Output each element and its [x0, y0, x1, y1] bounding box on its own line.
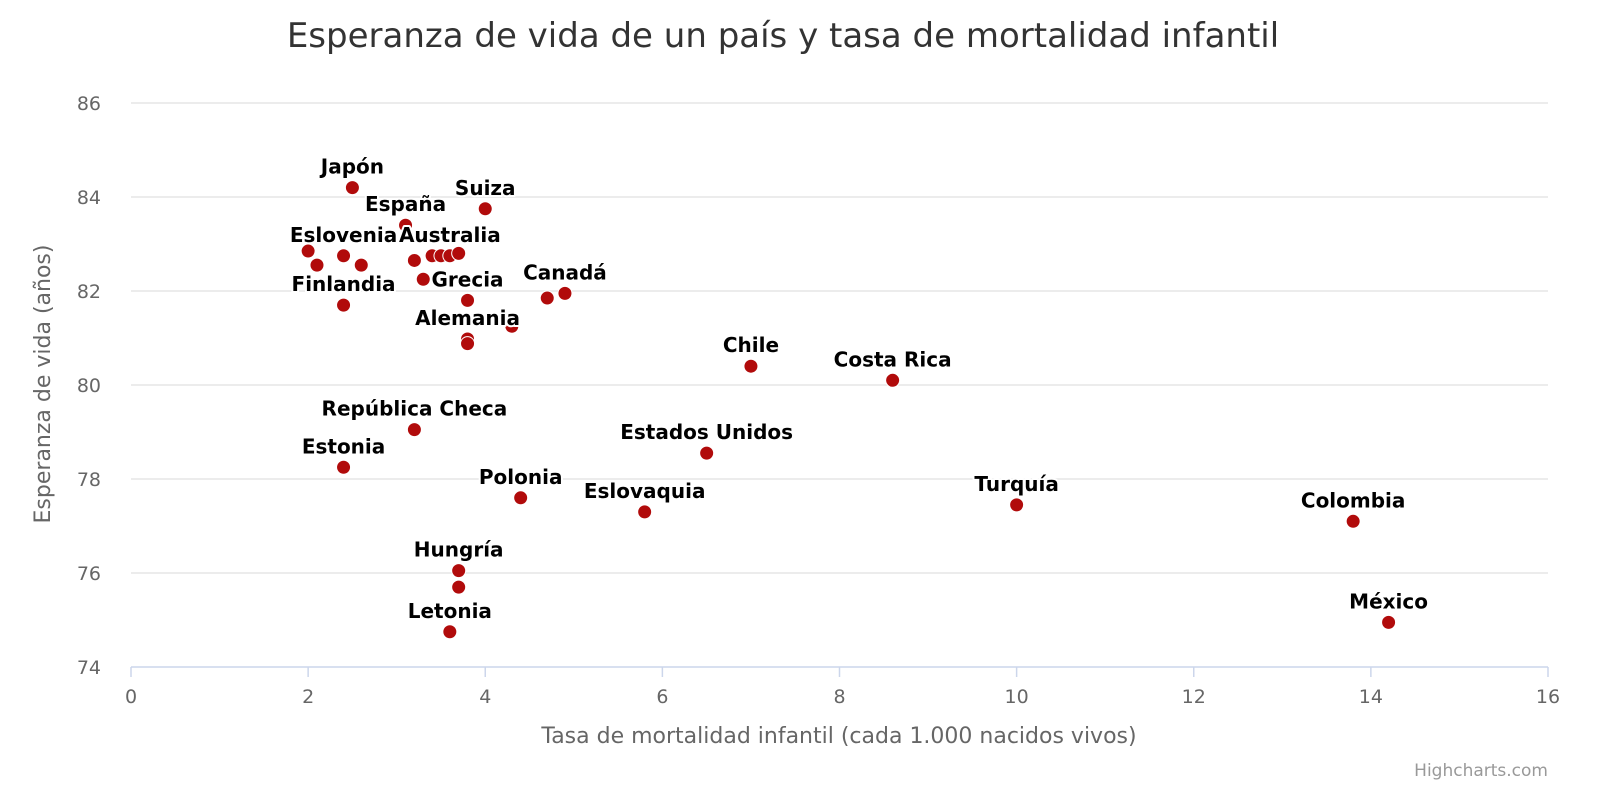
data-label: Finlandia [292, 272, 396, 296]
credits-link[interactable]: Highcharts.com [1414, 761, 1548, 781]
data-point[interactable] [460, 336, 476, 352]
data-point[interactable] [451, 563, 467, 579]
data-label: Japón [319, 155, 384, 179]
data-label: Grecia [432, 267, 504, 291]
data-point[interactable] [504, 318, 520, 334]
x-tick-label: 0 [125, 686, 137, 708]
data-point[interactable] [406, 252, 422, 268]
data-point[interactable] [336, 459, 352, 475]
x-tick-label: 6 [656, 686, 668, 708]
data-label: España [365, 192, 446, 216]
y-tick-label: 82 [77, 281, 101, 303]
data-point[interactable] [309, 257, 325, 273]
data-label: Costa Rica [834, 347, 952, 371]
data-label: Eslovaquia [584, 479, 706, 503]
chart-title: Esperanza de vida de un país y tasa de m… [287, 16, 1279, 56]
data-label: Eslovenia [290, 223, 397, 247]
data-label: Estonia [302, 434, 385, 458]
data-labels: Japón Suiza España Eslovenia Australia Grecia… [288, 153, 1430, 625]
data-point[interactable] [415, 271, 431, 287]
y-tick-label: 80 [77, 375, 101, 397]
data-label: Hungría [414, 538, 504, 562]
data-point[interactable] [1009, 497, 1025, 513]
data-point[interactable] [353, 257, 369, 273]
data-point[interactable] [743, 358, 759, 374]
data-point[interactable] [460, 292, 476, 308]
data-point[interactable] [637, 504, 653, 520]
data-label: Australia [399, 223, 501, 247]
data-point[interactable] [513, 490, 529, 506]
y-tick-label: 78 [77, 469, 101, 491]
data-point[interactable] [699, 445, 715, 461]
y-tick-label: 84 [77, 187, 101, 209]
data-label: México [1349, 589, 1428, 613]
data-label: Suiza [455, 176, 516, 200]
data-point[interactable] [442, 624, 458, 640]
data-label: Chile [723, 333, 779, 357]
data-point[interactable] [885, 372, 901, 388]
x-tick-label: 16 [1536, 686, 1560, 708]
data-point[interactable] [1345, 513, 1361, 529]
data-label: Colombia [1301, 488, 1406, 512]
data-point[interactable] [398, 217, 414, 233]
y-tick-label: 86 [77, 93, 101, 115]
data-label: República Checa [322, 397, 508, 421]
x-tick-label: 2 [302, 686, 314, 708]
data-point[interactable] [557, 285, 573, 301]
y-tick-label: 76 [77, 563, 101, 585]
data-point[interactable] [336, 248, 352, 264]
data-label: Estados Unidos [620, 420, 793, 444]
x-tick-label: 8 [833, 686, 845, 708]
x-tick-label: 10 [1005, 686, 1029, 708]
x-tick-label: 14 [1359, 686, 1383, 708]
data-label: Turquía [974, 472, 1058, 496]
x-tick-label: 12 [1182, 686, 1206, 708]
data-point[interactable] [451, 245, 467, 261]
y-tick-label: 74 [77, 657, 101, 679]
data-point[interactable] [1381, 614, 1397, 630]
data-point[interactable] [477, 201, 493, 217]
data-point[interactable] [336, 297, 352, 313]
data-label: Letonia [408, 599, 492, 623]
y-axis-title: Esperanza de vida (años) [31, 245, 56, 524]
data-point[interactable] [300, 243, 316, 259]
data-point[interactable] [451, 579, 467, 595]
data-points [300, 180, 1397, 640]
grid-lines [131, 102, 1548, 574]
data-label: Canadá [523, 260, 607, 284]
axes: 74 76 78 80 82 84 86 0 2 4 6 8 10 12 14 16 [77, 93, 1560, 708]
x-tick-label: 4 [479, 686, 491, 708]
data-label: Polonia [479, 465, 563, 489]
x-axis-title: Tasa de mortalidad infantil (cada 1.000 … [540, 724, 1136, 749]
data-point[interactable] [344, 180, 360, 196]
data-point[interactable] [406, 422, 422, 438]
data-label: Alemania [415, 306, 520, 330]
data-point[interactable] [539, 290, 555, 306]
